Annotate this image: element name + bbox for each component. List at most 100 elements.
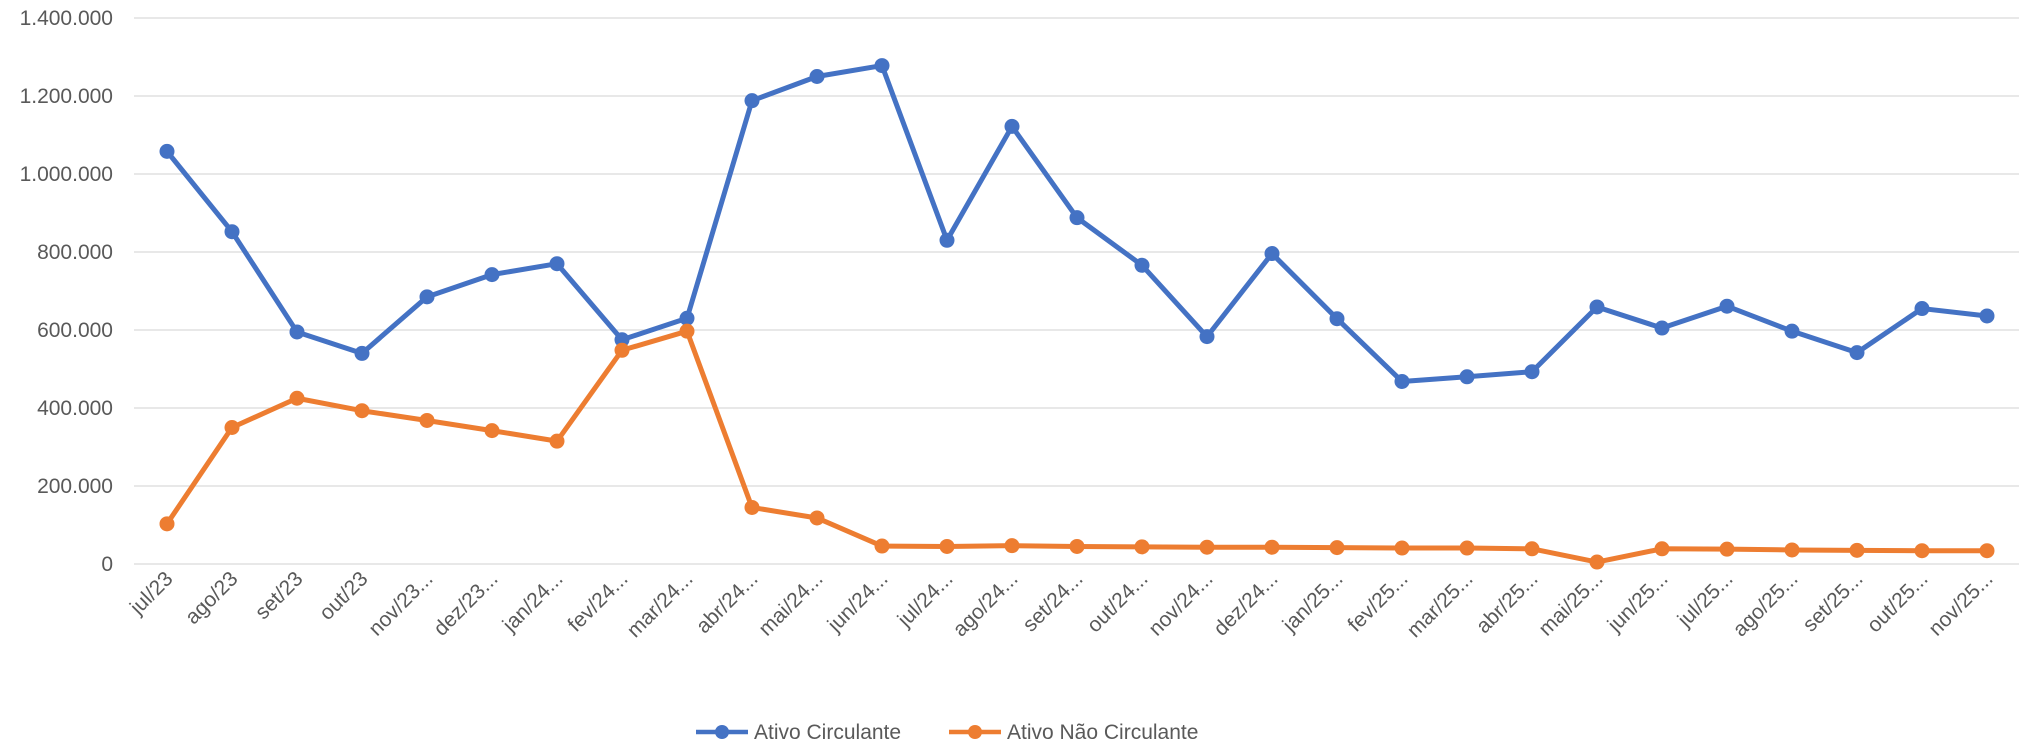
data-point-ativo-nao-circulante[interactable] bbox=[614, 342, 630, 358]
data-point-ativo-circulante[interactable] bbox=[1784, 323, 1800, 339]
gridlines bbox=[134, 17, 2019, 565]
x-tick-label: ago/25... bbox=[1728, 567, 1802, 641]
data-point-ativo-nao-circulante[interactable] bbox=[1524, 541, 1540, 557]
x-tick-label: jun/24... bbox=[823, 567, 893, 637]
legend-item-ativo-nao-circulante[interactable]: Ativo Não Circulante bbox=[949, 721, 1198, 744]
data-point-ativo-nao-circulante[interactable] bbox=[809, 510, 825, 526]
data-point-ativo-nao-circulante[interactable] bbox=[744, 499, 760, 515]
data-point-ativo-nao-circulante[interactable] bbox=[1004, 538, 1020, 554]
data-point-ativo-nao-circulante[interactable] bbox=[549, 433, 565, 449]
data-point-ativo-circulante[interactable] bbox=[744, 93, 760, 109]
y-tick-label: 1.200.000 bbox=[20, 85, 113, 108]
x-tick-label: abr/25... bbox=[1472, 567, 1543, 638]
data-point-ativo-circulante[interactable] bbox=[1069, 210, 1085, 226]
data-point-ativo-nao-circulante[interactable] bbox=[1069, 538, 1085, 554]
data-point-ativo-nao-circulante[interactable] bbox=[1979, 543, 1995, 559]
x-tick-label: nov/25... bbox=[1924, 567, 1997, 640]
y-tick-label: 1.000.000 bbox=[20, 163, 113, 186]
x-tick-label: dez/24... bbox=[1209, 567, 1282, 640]
data-point-ativo-circulante[interactable] bbox=[1329, 311, 1345, 327]
data-point-ativo-circulante[interactable] bbox=[484, 267, 500, 283]
data-point-ativo-circulante[interactable] bbox=[1459, 369, 1475, 385]
x-tick-label: out/24... bbox=[1083, 567, 1153, 637]
data-point-ativo-nao-circulante[interactable] bbox=[1459, 540, 1475, 556]
data-point-ativo-circulante[interactable] bbox=[1849, 345, 1865, 361]
data-point-ativo-nao-circulante[interactable] bbox=[939, 538, 955, 554]
data-point-ativo-circulante[interactable] bbox=[1134, 257, 1150, 273]
series-line-ativo-nao-circulante bbox=[164, 328, 1990, 565]
y-tick-label: 600.000 bbox=[37, 319, 113, 342]
data-point-ativo-nao-circulante[interactable] bbox=[1264, 539, 1280, 555]
data-point-ativo-circulante[interactable] bbox=[419, 289, 435, 305]
data-point-ativo-circulante[interactable] bbox=[1719, 298, 1735, 314]
data-point-ativo-circulante[interactable] bbox=[549, 256, 565, 272]
data-point-ativo-circulante[interactable] bbox=[1004, 118, 1020, 134]
x-tick-label: mai/25... bbox=[1534, 567, 1607, 640]
data-point-ativo-nao-circulante[interactable] bbox=[484, 423, 500, 439]
data-point-ativo-nao-circulante[interactable] bbox=[1719, 541, 1735, 557]
x-tick-label: jul/25... bbox=[1673, 567, 1738, 632]
legend-marker-ativo-circulante bbox=[715, 725, 729, 739]
x-tick-label: out/25... bbox=[1863, 567, 1933, 637]
x-tick-label: jul/24... bbox=[893, 567, 958, 632]
x-tick-label: ago/23 bbox=[181, 567, 243, 629]
data-point-ativo-circulante[interactable] bbox=[354, 345, 370, 361]
legend: Ativo Circulante Ativo Não Circulante bbox=[696, 721, 1198, 744]
y-tick-label: 200.000 bbox=[37, 475, 113, 498]
data-point-ativo-circulante[interactable] bbox=[1264, 246, 1280, 262]
legend-item-ativo-circulante[interactable]: Ativo Circulante bbox=[696, 721, 901, 744]
data-point-ativo-circulante[interactable] bbox=[1654, 320, 1670, 336]
x-tick-label: dez/23... bbox=[429, 567, 502, 640]
data-point-ativo-nao-circulante[interactable] bbox=[1394, 540, 1410, 556]
data-point-ativo-circulante[interactable] bbox=[1589, 299, 1605, 315]
x-tick-label: nov/23... bbox=[364, 567, 437, 640]
x-tick-label: jul/23 bbox=[125, 567, 177, 619]
data-point-ativo-circulante[interactable] bbox=[614, 332, 630, 348]
data-point-ativo-circulante[interactable] bbox=[809, 69, 825, 84]
data-point-ativo-circulante[interactable] bbox=[1979, 308, 1995, 324]
x-tick-label: set/23 bbox=[251, 567, 308, 624]
data-point-ativo-nao-circulante[interactable] bbox=[419, 412, 435, 428]
data-point-ativo-nao-circulante[interactable] bbox=[1784, 542, 1800, 558]
data-point-ativo-nao-circulante[interactable] bbox=[1134, 539, 1150, 555]
y-axis-ticks: 0 200.000 400.000 600.000 800.000 1.000.000 1.… bbox=[20, 7, 113, 576]
y-tick-label: 1.400.000 bbox=[20, 7, 113, 30]
data-point-ativo-circulante[interactable] bbox=[1524, 364, 1540, 380]
x-tick-label: mar/25... bbox=[1403, 567, 1478, 642]
data-point-ativo-circulante[interactable] bbox=[874, 58, 890, 74]
data-point-ativo-nao-circulante[interactable] bbox=[354, 403, 370, 419]
data-point-ativo-circulante[interactable] bbox=[939, 232, 955, 248]
data-point-ativo-nao-circulante[interactable] bbox=[159, 516, 175, 532]
data-point-ativo-nao-circulante[interactable] bbox=[1199, 539, 1215, 555]
y-tick-label: 800.000 bbox=[37, 241, 113, 264]
legend-label-ativo-circulante: Ativo Circulante bbox=[754, 721, 901, 744]
data-point-ativo-nao-circulante[interactable] bbox=[1914, 543, 1930, 559]
x-axis-ticks: jul/23 ago/23 set/23 out/23nov/23...dez/23.… bbox=[125, 567, 1997, 642]
data-point-ativo-nao-circulante[interactable] bbox=[289, 390, 305, 406]
x-tick-label: jan/24... bbox=[498, 567, 568, 637]
data-point-ativo-circulante[interactable] bbox=[159, 143, 175, 159]
data-point-ativo-circulante[interactable] bbox=[1914, 301, 1930, 317]
data-point-ativo-circulante[interactable] bbox=[1394, 373, 1410, 389]
x-tick-label: nov/24... bbox=[1144, 567, 1217, 640]
data-point-ativo-nao-circulante[interactable] bbox=[1654, 541, 1670, 557]
data-point-ativo-nao-circulante[interactable] bbox=[679, 323, 695, 339]
x-tick-label: jan/25... bbox=[1278, 567, 1348, 637]
data-point-ativo-circulante[interactable] bbox=[679, 310, 695, 326]
x-tick-label: abr/24... bbox=[692, 567, 763, 638]
data-point-ativo-circulante[interactable] bbox=[289, 324, 305, 340]
x-tick-label: ago/24... bbox=[948, 567, 1022, 641]
data-point-ativo-nao-circulante[interactable] bbox=[1329, 540, 1345, 556]
data-point-ativo-nao-circulante[interactable] bbox=[224, 420, 240, 435]
data-point-ativo-nao-circulante[interactable] bbox=[1849, 542, 1865, 558]
legend-marker-ativo-nao-circulante bbox=[968, 725, 982, 739]
y-tick-label: 400.000 bbox=[37, 397, 113, 420]
series-lines bbox=[159, 58, 1995, 570]
data-point-ativo-nao-circulante[interactable] bbox=[1589, 554, 1605, 570]
x-tick-label: set/24... bbox=[1018, 567, 1087, 636]
data-point-ativo-circulante[interactable] bbox=[224, 224, 240, 240]
series-ativo-nao-circulante bbox=[159, 323, 1995, 570]
data-point-ativo-nao-circulante[interactable] bbox=[874, 538, 890, 554]
data-point-ativo-circulante[interactable] bbox=[1199, 329, 1215, 345]
